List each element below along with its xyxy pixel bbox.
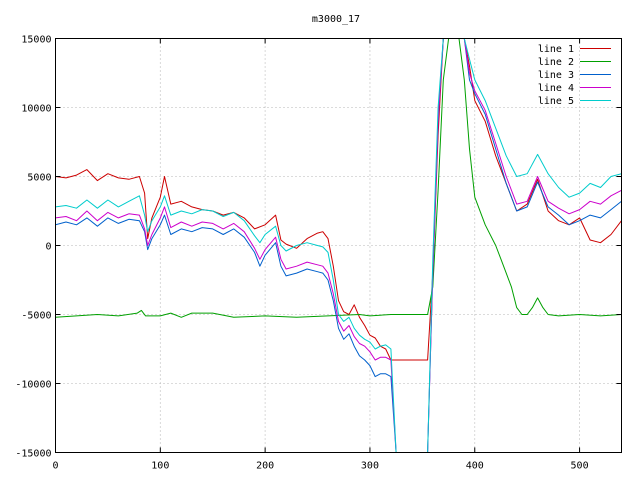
series-line-3 <box>55 38 622 453</box>
y-tick-label: -5000 <box>21 311 51 322</box>
legend-label: line 3 <box>538 70 574 81</box>
y-tick-label: 0 <box>45 242 51 253</box>
y-tick-label: -15000 <box>15 449 51 460</box>
y-tick-label: 5000 <box>27 173 51 184</box>
y-tick-label: -10000 <box>15 380 51 391</box>
x-tick-label: 400 <box>466 461 484 472</box>
legend-label: line 1 <box>538 44 574 55</box>
series-line-1 <box>55 38 622 361</box>
series-line-2 <box>55 38 622 318</box>
chart-title: m3000_17 <box>312 14 360 25</box>
series-line-5 <box>55 38 622 453</box>
x-tick-label: 500 <box>571 461 589 472</box>
legend-label: line 5 <box>538 96 574 107</box>
x-tick-label: 300 <box>361 461 379 472</box>
x-tick-label: 200 <box>256 461 274 472</box>
plot-area <box>55 38 622 453</box>
legend: line 1 line 2 line 3 line 4 line 5 <box>538 44 611 107</box>
axes: 0 100 200 300 400 500 -15000 -10000 -5000 0 5000 10… <box>15 35 622 472</box>
y-tick-label: 15000 <box>21 35 51 46</box>
x-tick-label: 100 <box>151 461 169 472</box>
series-line-4 <box>55 38 622 453</box>
y-tick-label: 10000 <box>21 104 51 115</box>
legend-label: line 4 <box>538 83 574 94</box>
x-tick-label: 0 <box>52 461 58 472</box>
grid <box>55 38 622 453</box>
legend-label: line 2 <box>538 57 574 68</box>
